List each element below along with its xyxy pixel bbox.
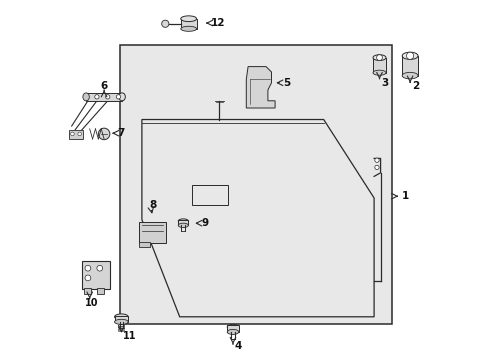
Ellipse shape: [372, 70, 385, 75]
Bar: [139, 242, 149, 247]
Ellipse shape: [114, 314, 128, 320]
Circle shape: [98, 128, 110, 140]
Text: 7: 7: [117, 128, 124, 138]
Ellipse shape: [82, 93, 89, 101]
Bar: [178, 220, 188, 225]
Ellipse shape: [401, 52, 417, 59]
Text: 8: 8: [149, 200, 156, 210]
Circle shape: [95, 95, 99, 99]
Circle shape: [162, 20, 168, 27]
Bar: [192, 185, 228, 205]
Circle shape: [376, 55, 382, 60]
Ellipse shape: [114, 319, 128, 324]
Bar: [139, 222, 166, 243]
Text: 11: 11: [123, 330, 137, 341]
Circle shape: [70, 132, 74, 136]
Circle shape: [406, 52, 413, 59]
Ellipse shape: [181, 16, 196, 22]
Bar: [227, 325, 238, 332]
Ellipse shape: [372, 55, 385, 60]
Text: 10: 10: [85, 298, 99, 308]
Bar: [81, 261, 110, 289]
Bar: [401, 56, 417, 76]
Circle shape: [374, 165, 378, 170]
Text: 5: 5: [283, 78, 290, 88]
Bar: [97, 288, 104, 294]
Ellipse shape: [181, 26, 196, 31]
Ellipse shape: [119, 93, 125, 101]
Ellipse shape: [401, 72, 417, 79]
Ellipse shape: [227, 329, 238, 334]
Ellipse shape: [227, 324, 238, 329]
Bar: [69, 130, 83, 139]
Bar: [86, 93, 122, 101]
Bar: [84, 288, 91, 294]
Bar: [114, 316, 128, 322]
Polygon shape: [246, 67, 275, 108]
Text: 6: 6: [101, 81, 107, 91]
Circle shape: [374, 158, 378, 162]
Text: 2: 2: [411, 81, 418, 91]
Text: 3: 3: [381, 78, 388, 88]
Bar: [120, 45, 391, 324]
Text: 9: 9: [201, 218, 208, 228]
Circle shape: [97, 265, 102, 271]
Circle shape: [85, 265, 91, 271]
Circle shape: [116, 95, 121, 99]
Text: 12: 12: [211, 18, 225, 28]
Text: 1: 1: [401, 191, 408, 201]
Circle shape: [78, 132, 81, 136]
Circle shape: [105, 95, 110, 99]
Circle shape: [85, 275, 91, 281]
Ellipse shape: [178, 219, 188, 223]
Text: 4: 4: [234, 341, 242, 351]
Bar: [372, 58, 385, 73]
Ellipse shape: [178, 223, 188, 228]
Bar: [181, 19, 196, 29]
